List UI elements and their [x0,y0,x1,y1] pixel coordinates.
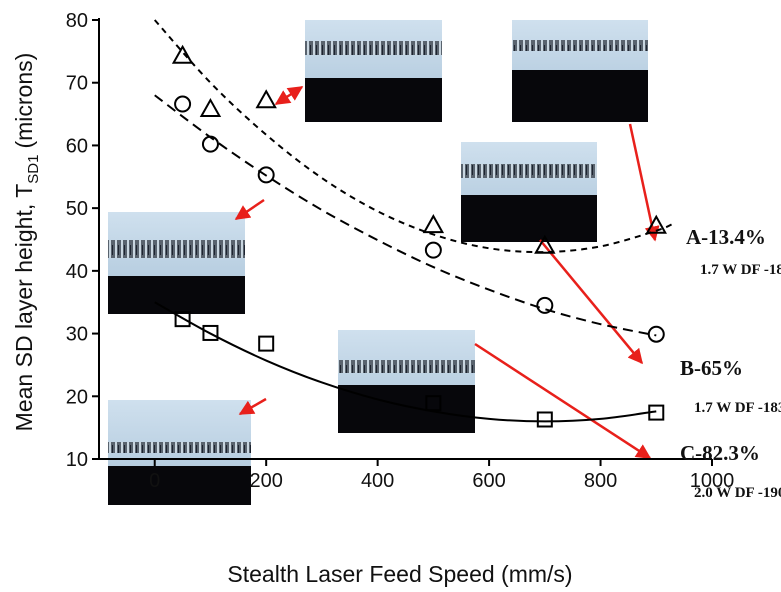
data-point [174,311,191,328]
data-point [536,296,554,314]
micrograph [338,330,475,433]
y-tick-label: 50 [66,198,88,220]
data-point [424,241,442,259]
data-point [422,214,445,234]
series: C-82.3% 2.0 W DF -190 [154,301,781,501]
micrograph [461,142,597,242]
y-tick-label: 10 [66,449,88,471]
y-axis-title-main: Mean SD layer height, T [11,184,37,432]
micrograph [512,20,648,122]
micrograph [305,20,442,122]
arrow [238,397,267,416]
data-point [534,234,556,254]
data-point [202,324,219,341]
micrograph [108,212,245,314]
data-point [171,44,194,64]
micrograph [108,400,251,505]
x-tick-label: 400 [361,470,394,492]
data-point [257,166,275,184]
series-label: C-82.3% [680,441,760,465]
y-tick-label: 80 [66,10,88,32]
data-point [258,335,275,352]
arrows [234,85,660,460]
data-point [536,411,553,428]
y-axis-title: Mean SD layer height, TSD1 (microns) [11,53,42,432]
data-point [174,95,192,113]
data-point [647,325,665,343]
data-point [425,395,442,412]
series-note: 2.0 W DF -190 [694,485,781,501]
y-tick-label: 30 [66,324,88,346]
y-axis-title-unit: (microns) [11,53,37,149]
series: B-65% 1.7 W DF -183 [154,94,781,416]
y-tick-label: 40 [66,261,88,283]
x-tick-label: 600 [472,470,505,492]
arrow [628,123,660,242]
series-note: 1.7 W DF -183 [694,400,781,416]
data-point [199,98,222,118]
data-point [201,135,219,153]
fit-curve [154,94,657,337]
y-tick-label: 70 [66,73,88,95]
micrograph-insets [108,20,648,505]
x-tick-label: 200 [249,470,282,492]
data-point [645,214,667,234]
arrow [474,342,652,460]
series-label: B-65% [680,356,743,380]
x-axis-title: Stealth Laser Feed Speed (mm/s) [227,561,572,587]
fit-curve [154,301,657,423]
arrow [234,198,265,221]
x-tick-label: 0 [149,470,160,492]
series: A-13.4% 1.7 W DF -183 [153,19,781,278]
data-point [648,404,665,421]
y-tick-label: 20 [66,386,88,408]
arrow [539,239,643,365]
y-axis-title-sub: SD1 [25,155,42,184]
fit-curve [153,19,674,254]
x-tick-label: 1000 [690,470,735,492]
series-note: 1.7 W DF -183 [700,262,781,278]
arrow [274,85,304,106]
x-tick-label: 800 [584,470,617,492]
y-tick-label: 60 [66,135,88,157]
series-label: A-13.4% [686,225,766,249]
data-point [255,89,277,109]
